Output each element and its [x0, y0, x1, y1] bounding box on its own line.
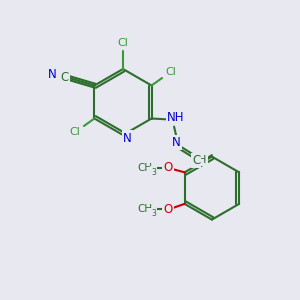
Text: 3: 3 [151, 167, 156, 176]
Text: Cl: Cl [118, 38, 128, 48]
Text: NH: NH [167, 111, 184, 124]
Text: CH: CH [137, 204, 153, 214]
Text: Cl: Cl [70, 127, 80, 137]
Text: N: N [172, 136, 181, 149]
Text: CH: CH [137, 163, 153, 173]
Text: H: H [198, 154, 206, 165]
Text: C: C [60, 71, 68, 84]
Text: Cl: Cl [166, 67, 176, 77]
Text: C: C [192, 154, 200, 167]
Text: O: O [164, 161, 173, 174]
Text: N: N [123, 131, 132, 145]
Text: N: N [48, 68, 57, 81]
Text: O: O [164, 203, 173, 216]
Text: 3: 3 [151, 209, 156, 218]
